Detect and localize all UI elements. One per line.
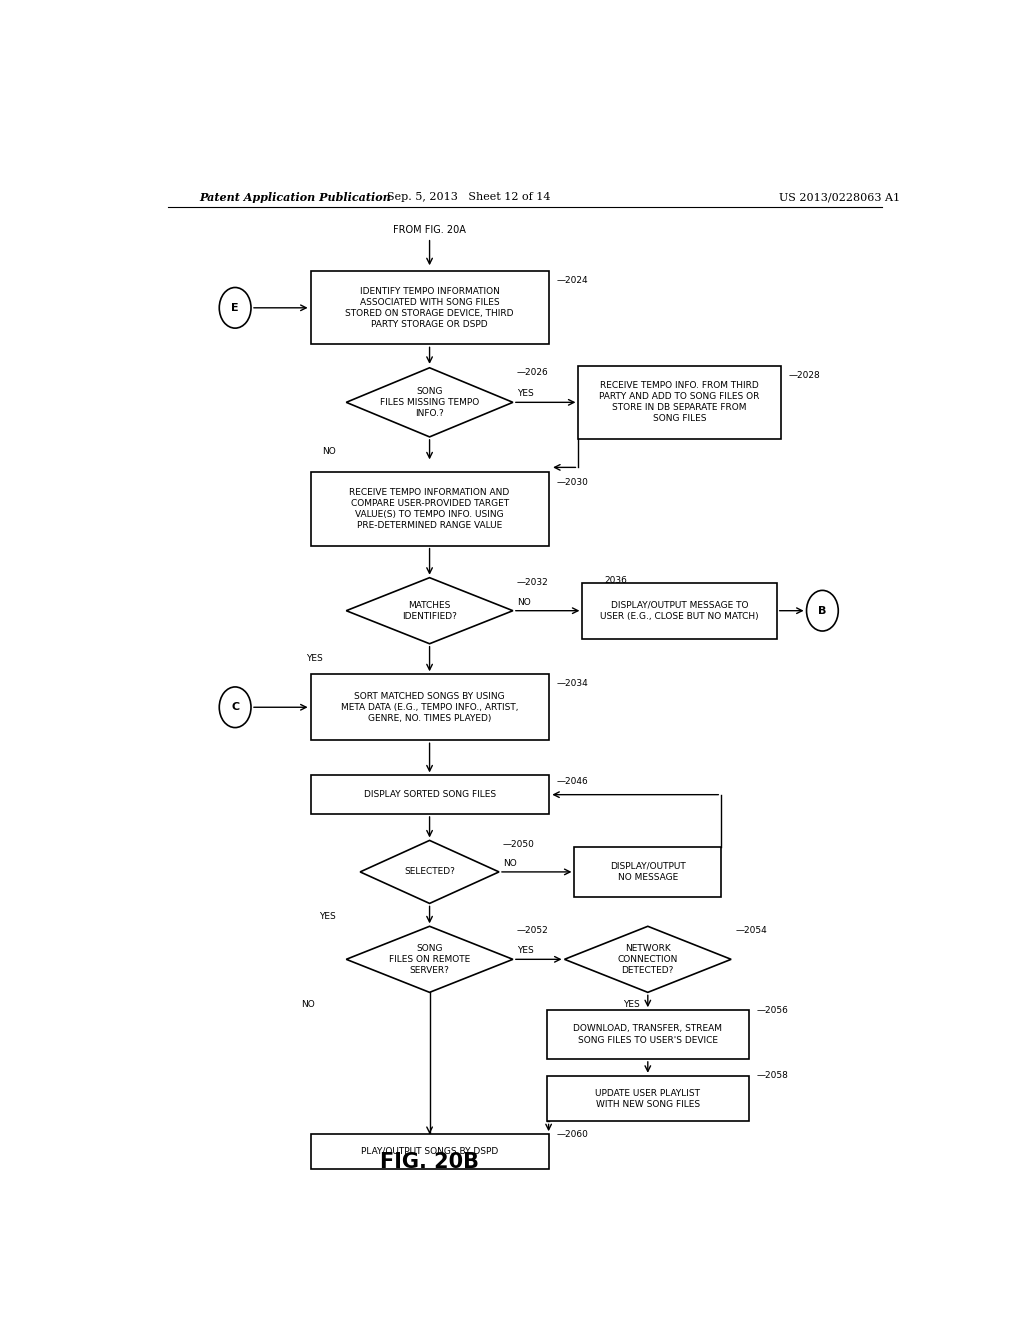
Text: —2026: —2026 [517, 368, 549, 376]
FancyBboxPatch shape [574, 846, 721, 898]
FancyBboxPatch shape [310, 1134, 549, 1168]
Text: UPDATE USER PLAYLIST
WITH NEW SONG FILES: UPDATE USER PLAYLIST WITH NEW SONG FILES [595, 1089, 700, 1109]
Text: —2050: —2050 [503, 841, 535, 849]
Text: DOWNLOAD, TRANSFER, STREAM
SONG FILES TO USER'S DEVICE: DOWNLOAD, TRANSFER, STREAM SONG FILES TO… [573, 1024, 722, 1044]
FancyBboxPatch shape [310, 473, 549, 545]
FancyBboxPatch shape [310, 271, 549, 345]
Text: FROM FIG. 20A: FROM FIG. 20A [393, 224, 466, 235]
Text: RECEIVE TEMPO INFO. FROM THIRD
PARTY AND ADD TO SONG FILES OR
STORE IN DB SEPARA: RECEIVE TEMPO INFO. FROM THIRD PARTY AND… [599, 381, 760, 424]
FancyBboxPatch shape [579, 366, 780, 440]
Text: RECEIVE TEMPO INFORMATION AND
COMPARE USER-PROVIDED TARGET
VALUE(S) TO TEMPO INF: RECEIVE TEMPO INFORMATION AND COMPARE US… [349, 488, 510, 531]
Text: NO: NO [517, 598, 530, 607]
FancyBboxPatch shape [310, 675, 549, 741]
Polygon shape [564, 927, 731, 993]
Text: NO: NO [503, 859, 517, 867]
Text: —2056: —2056 [757, 1006, 788, 1015]
Text: —2052: —2052 [517, 927, 549, 936]
Polygon shape [346, 927, 513, 993]
Text: FIG. 20B: FIG. 20B [380, 1152, 479, 1172]
Text: SONG
FILES ON REMOTE
SERVER?: SONG FILES ON REMOTE SERVER? [389, 944, 470, 975]
Text: Sep. 5, 2013   Sheet 12 of 14: Sep. 5, 2013 Sheet 12 of 14 [387, 191, 551, 202]
FancyBboxPatch shape [547, 1076, 749, 1122]
Text: —2046: —2046 [557, 777, 589, 787]
Text: YES: YES [624, 1001, 640, 1010]
Text: NO: NO [323, 447, 336, 455]
Text: B: B [818, 606, 826, 615]
Text: DISPLAY/OUTPUT MESSAGE TO
USER (E.G., CLOSE BUT NO MATCH): DISPLAY/OUTPUT MESSAGE TO USER (E.G., CL… [600, 601, 759, 620]
Text: —2054: —2054 [735, 927, 767, 936]
Text: DISPLAY/OUTPUT
NO MESSAGE: DISPLAY/OUTPUT NO MESSAGE [610, 862, 686, 882]
FancyBboxPatch shape [547, 1010, 749, 1059]
Text: YES: YES [306, 653, 323, 663]
Text: Patent Application Publication: Patent Application Publication [200, 191, 391, 202]
Text: NO: NO [301, 1001, 314, 1010]
Text: SORT MATCHED SONGS BY USING
META DATA (E.G., TEMPO INFO., ARTIST,
GENRE, NO. TIM: SORT MATCHED SONGS BY USING META DATA (E… [341, 692, 518, 723]
Polygon shape [346, 368, 513, 437]
Text: US 2013/0228063 A1: US 2013/0228063 A1 [778, 191, 900, 202]
Text: YES: YES [319, 912, 336, 920]
Text: NETWORK
CONNECTION
DETECTED?: NETWORK CONNECTION DETECTED? [617, 944, 678, 975]
Text: —2058: —2058 [757, 1072, 788, 1080]
Text: MATCHES
IDENTIFIED?: MATCHES IDENTIFIED? [402, 601, 457, 620]
Polygon shape [346, 578, 513, 644]
Text: YES: YES [517, 946, 534, 956]
Text: 2036: 2036 [604, 577, 627, 585]
Circle shape [807, 590, 839, 631]
Text: —2034: —2034 [557, 680, 589, 688]
Text: SONG
FILES MISSING TEMPO
INFO.?: SONG FILES MISSING TEMPO INFO.? [380, 387, 479, 418]
Text: —2060: —2060 [557, 1130, 589, 1139]
Text: E: E [231, 302, 239, 313]
Text: —2028: —2028 [788, 371, 820, 380]
Text: DISPLAY SORTED SONG FILES: DISPLAY SORTED SONG FILES [364, 791, 496, 799]
Text: IDENTIFY TEMPO INFORMATION
ASSOCIATED WITH SONG FILES
STORED ON STORAGE DEVICE, : IDENTIFY TEMPO INFORMATION ASSOCIATED WI… [345, 286, 514, 329]
Text: SELECTED?: SELECTED? [404, 867, 455, 876]
Text: YES: YES [517, 389, 534, 399]
Text: PLAY/OUTPUT SONGS BY DSPD: PLAY/OUTPUT SONGS BY DSPD [360, 1147, 499, 1156]
Circle shape [219, 288, 251, 329]
FancyBboxPatch shape [310, 775, 549, 814]
Text: —2032: —2032 [517, 578, 549, 586]
Text: —2030: —2030 [557, 478, 589, 487]
Text: —2024: —2024 [557, 276, 588, 285]
FancyBboxPatch shape [583, 582, 777, 639]
Text: C: C [231, 702, 240, 713]
Circle shape [219, 686, 251, 727]
Polygon shape [360, 841, 499, 903]
